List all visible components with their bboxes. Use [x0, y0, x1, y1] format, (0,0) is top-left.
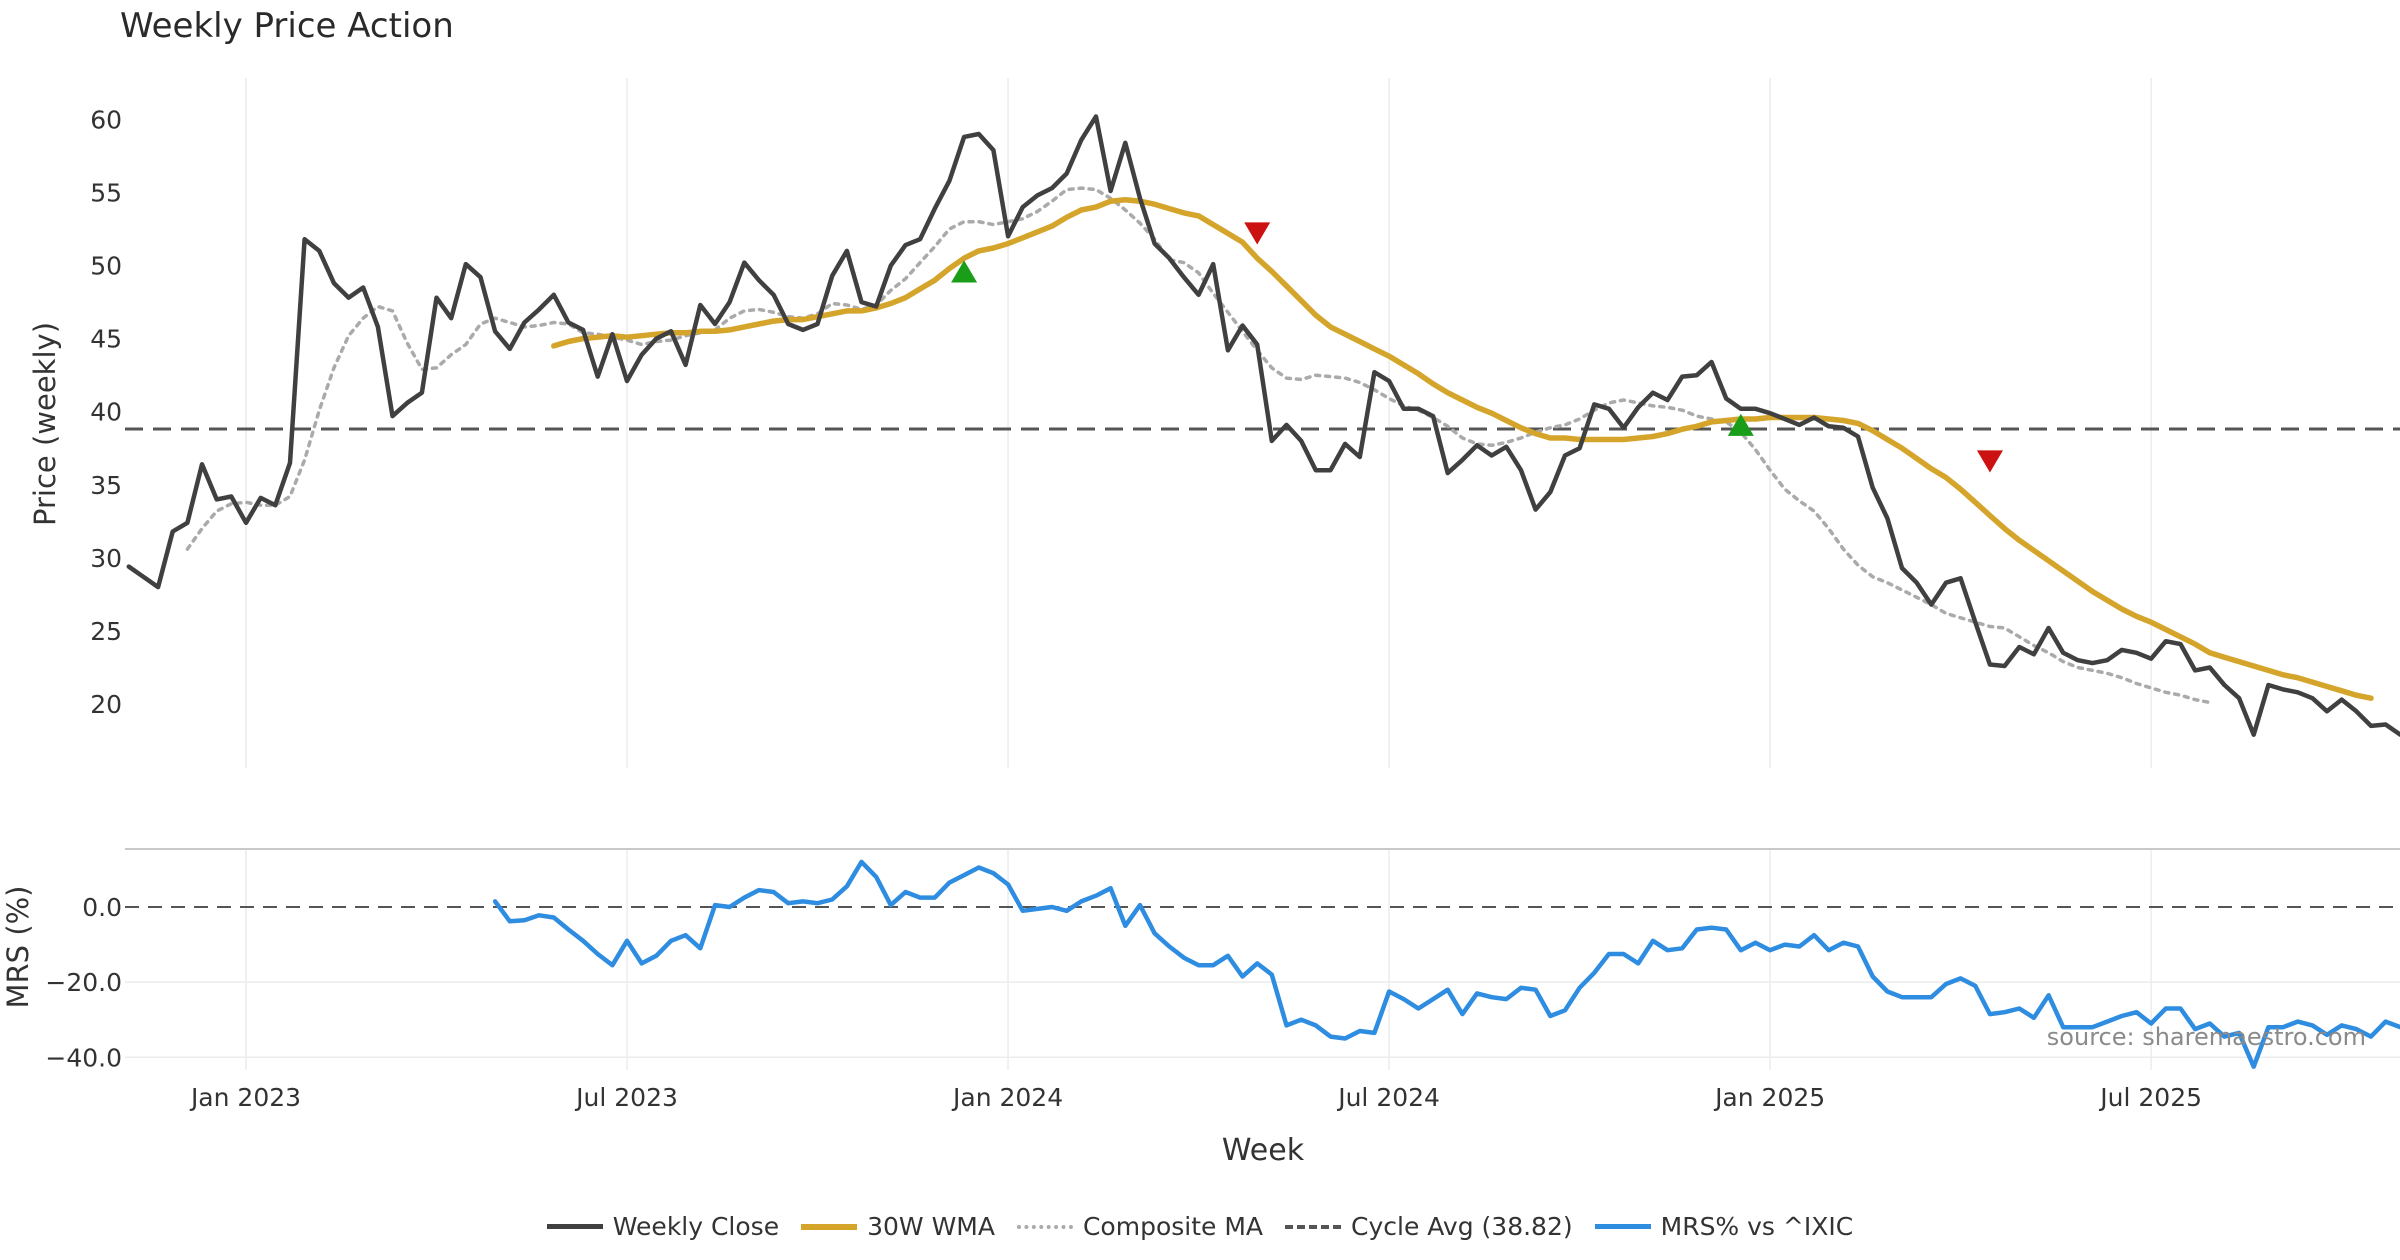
x-tick-label: Jan 2024	[951, 1083, 1063, 1112]
price-y-tick-label: 45	[90, 325, 122, 354]
legend-label: Weekly Close	[612, 1212, 780, 1241]
legend-label: Composite MA	[1082, 1212, 1264, 1241]
buy-signal-marker	[951, 260, 978, 283]
buy-signal-marker	[1727, 413, 1754, 436]
price-y-tick-label: 50	[90, 252, 122, 281]
price-y-tick-label: 20	[90, 690, 122, 719]
legend-swatch-mrs	[1594, 1224, 1651, 1229]
price-y-axis-label: Price (weekly)	[28, 322, 62, 526]
series-line-30w-wma	[551, 197, 2374, 701]
legend-item-30w-wma: 30W WMA	[801, 1212, 995, 1241]
series-line-composite-ma	[185, 186, 2212, 705]
watermark-text: source: sharemaestro.com	[2047, 1023, 2366, 1051]
legend-item-mrs: MRS% vs ^IXIC	[1594, 1212, 1854, 1241]
legend-item-composite-ma: Composite MA	[1016, 1212, 1264, 1241]
price-y-tick-label: 30	[90, 544, 122, 573]
chart-title: Weekly Price Action	[120, 6, 454, 46]
legend: Weekly Close 30W WMA Composite MA Cycle …	[0, 1212, 2400, 1241]
sell-signal-marker	[1244, 222, 1271, 245]
sell-signal-marker	[1976, 450, 2003, 473]
mrs-y-axis-label: MRS (%)	[1, 886, 35, 1009]
legend-label: MRS% vs ^IXIC	[1660, 1212, 1854, 1241]
price-y-tick-label: 40	[90, 398, 122, 427]
price-y-tick-label: 60	[90, 105, 122, 134]
mrs-y-tick-label: −40.0	[45, 1043, 122, 1072]
legend-label: Cycle Avg (38.82)	[1351, 1212, 1573, 1241]
price-y-tick-label: 35	[90, 471, 122, 500]
mrs-y-tick-label: −20.0	[45, 968, 122, 997]
legend-swatch-cycle-avg	[1285, 1224, 1342, 1229]
legend-item-weekly-close: Weekly Close	[546, 1212, 780, 1241]
x-tick-label: Jan 2023	[189, 1083, 301, 1112]
x-axis-label: Week	[1222, 1133, 1305, 1168]
x-tick-label: Jul 2024	[1336, 1083, 1440, 1112]
legend-item-cycle-avg: Cycle Avg (38.82)	[1285, 1212, 1573, 1241]
x-tick-label: Jan 2025	[1713, 1083, 1825, 1112]
price-y-tick-label: 55	[90, 178, 122, 207]
x-tick-label: Jul 2025	[2098, 1083, 2202, 1112]
legend-swatch-composite-ma	[1016, 1224, 1073, 1229]
series-line-mrs	[492, 859, 2400, 1069]
legend-swatch-30w-wma	[801, 1223, 858, 1230]
legend-swatch-weekly-close	[546, 1224, 603, 1229]
mrs-y-tick-label: 0.0	[82, 893, 122, 922]
x-tick-label: Jul 2023	[574, 1083, 678, 1112]
legend-label: 30W WMA	[867, 1212, 995, 1241]
price-y-tick-label: 25	[90, 617, 122, 646]
series-line-weekly-close	[126, 114, 2400, 737]
